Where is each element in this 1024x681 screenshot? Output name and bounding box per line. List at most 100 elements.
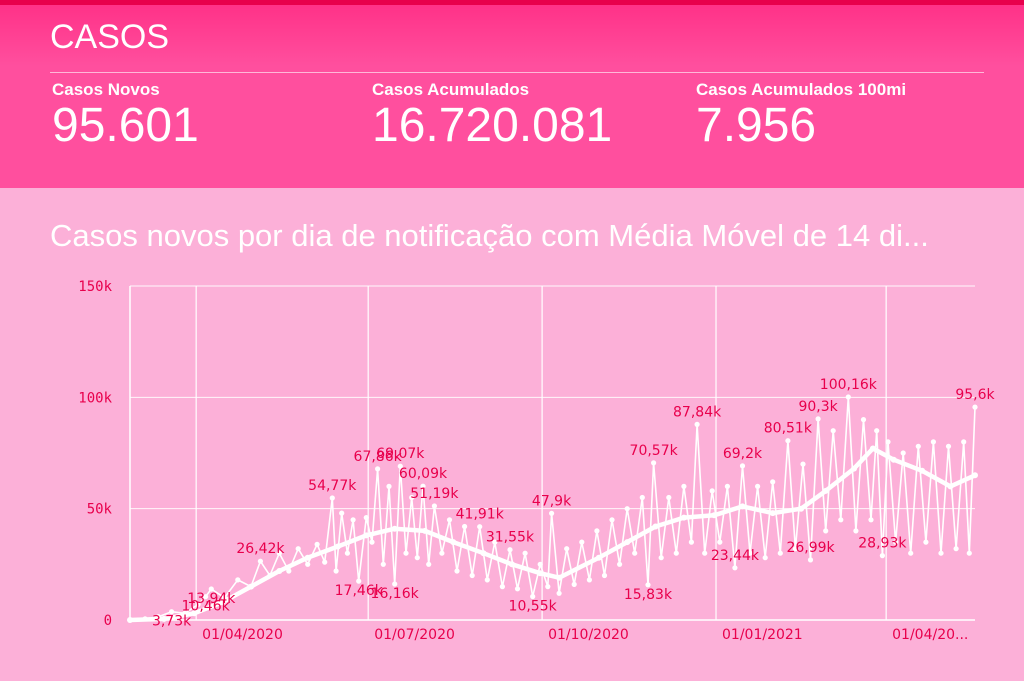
daily-cases-point — [339, 510, 345, 516]
data-label: 67,86k — [354, 449, 403, 465]
moving-average-point — [624, 539, 631, 546]
daily-cases-point — [314, 541, 320, 547]
daily-cases-point — [900, 450, 906, 456]
daily-cases-point — [953, 546, 959, 552]
x-tick-label: 01/01/2021 — [722, 627, 803, 643]
x-tick-label: 01/07/2020 — [374, 627, 455, 643]
moving-average-point — [798, 505, 805, 512]
kpi-cases-per-100k-value: 7.956 — [696, 99, 817, 152]
daily-cases-point — [344, 550, 350, 556]
daily-cases-point — [431, 503, 437, 509]
moving-average-point — [161, 615, 167, 622]
daily-cases-point — [709, 488, 715, 494]
daily-cases-point — [800, 461, 806, 467]
daily-cases-point — [499, 584, 505, 590]
moving-average-point — [480, 550, 487, 557]
daily-cases-point — [845, 394, 851, 400]
daily-cases-point — [369, 539, 375, 545]
daily-cases-point — [295, 546, 301, 552]
moving-average-series-line — [127, 446, 978, 623]
moving-average-point — [890, 456, 897, 463]
moving-average-point — [680, 514, 687, 521]
daily-cases-point — [785, 438, 791, 444]
data-label: 31,55k — [486, 530, 535, 546]
daily-cases-point — [571, 581, 577, 588]
moving-average-point — [947, 483, 954, 490]
daily-cases-point — [492, 539, 498, 545]
data-label: 60,09k — [399, 466, 448, 482]
kpi-new-cases-label: Casos Novos — [52, 80, 160, 99]
data-label: 13,94k — [187, 591, 236, 607]
daily-cases-point — [601, 572, 608, 579]
daily-cases-point — [961, 439, 967, 445]
daily-cases-point — [868, 517, 874, 523]
moving-average-point — [739, 503, 746, 510]
daily-cases-point — [276, 550, 282, 556]
cases-header-panel: CASOS Casos Novos 95.601 Casos Acumulado… — [0, 0, 1024, 188]
daily-cases-point — [972, 404, 978, 410]
y-tick-label: 0 — [104, 613, 112, 629]
daily-cases-point — [966, 550, 972, 556]
data-label: 51,19k — [410, 486, 459, 502]
daily-cases-point — [885, 439, 891, 445]
daily-cases-point — [530, 593, 536, 600]
daily-cases-point — [556, 590, 562, 596]
daily-cases-point — [893, 539, 899, 545]
daily-cases-point — [375, 466, 381, 472]
daily-cases-point — [545, 584, 551, 590]
daily-cases-point — [363, 515, 369, 521]
moving-average-point — [248, 583, 254, 590]
daily-cases-series-line — [129, 396, 976, 621]
moving-average-point — [363, 532, 370, 539]
moving-average-point — [851, 465, 857, 472]
data-label: 23,44k — [711, 548, 760, 564]
daily-cases-point — [392, 581, 398, 587]
daily-cases-point — [930, 439, 937, 445]
daily-cases-point — [195, 601, 201, 608]
daily-cases-point — [915, 443, 921, 449]
daily-cases-point — [739, 463, 746, 469]
daily-cases-point — [860, 417, 867, 423]
moving-average-point — [711, 512, 718, 519]
moving-average-point — [822, 487, 829, 494]
daily-cases-point — [356, 578, 362, 584]
data-label: 69,07k — [376, 446, 425, 462]
daily-cases-point — [439, 550, 445, 556]
daily-cases-point — [322, 559, 328, 565]
header-divider — [50, 72, 984, 73]
daily-cases-point — [426, 561, 432, 567]
daily-cases-point — [397, 463, 403, 469]
daily-cases-point — [537, 561, 543, 567]
moving-average-point — [191, 610, 198, 617]
daily-cases-point — [724, 483, 731, 489]
moving-average-point — [127, 617, 133, 623]
daily-cases-point — [762, 555, 768, 561]
moving-average-point — [869, 445, 876, 452]
daily-cases-point — [688, 539, 695, 545]
y-tick-label: 150k — [78, 279, 112, 295]
daily-cases-point — [462, 523, 468, 530]
kpi-new-cases: Casos Novos 95.601 — [52, 80, 199, 150]
daily-cases-point — [617, 561, 623, 567]
moving-average-point — [919, 467, 926, 474]
moving-average-point — [652, 523, 659, 530]
daily-cases-point — [414, 555, 420, 561]
data-label: 16,16k — [371, 586, 420, 602]
daily-cases-point — [702, 550, 708, 556]
data-label: 95,6k — [955, 387, 995, 403]
daily-cases-point — [632, 550, 638, 556]
kpi-cases-per-100k-label: Casos Acumulados 100mi — [696, 80, 907, 99]
data-label: 100,16k — [820, 377, 878, 393]
daily-cases-point — [579, 539, 585, 545]
daily-cases-point — [586, 577, 593, 583]
daily-cases-point — [469, 572, 475, 579]
moving-average-point — [556, 574, 563, 581]
daily-cases-point — [454, 568, 460, 574]
daily-cases-point — [350, 517, 356, 523]
kpi-total-cases-value: 16.720.081 — [372, 99, 613, 152]
daily-cases-point — [747, 550, 753, 556]
data-label: 15,83k — [624, 587, 673, 603]
daily-cases-point — [823, 528, 829, 534]
daily-cases-point — [208, 586, 214, 592]
daily-cases-point — [624, 506, 630, 512]
